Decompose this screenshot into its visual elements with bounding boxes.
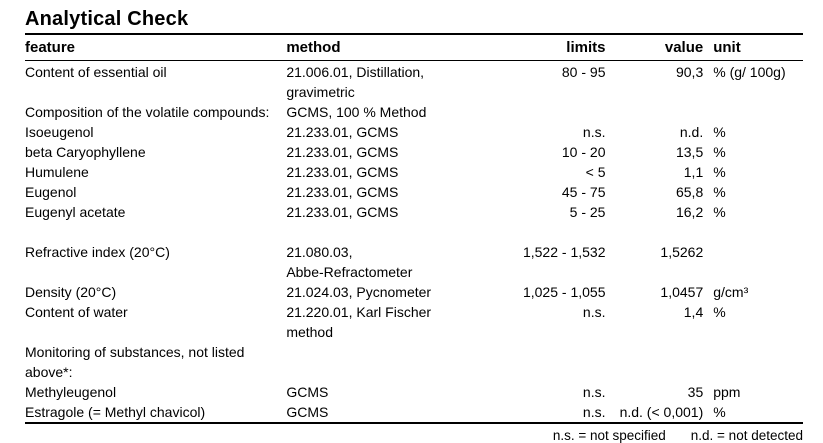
limits-cell: n.s. [582,304,606,320]
table-row: Density (20°C) 21.024.03, Pycnometer 1,0… [25,282,803,302]
unit-cell: % [713,184,726,200]
feature-cell: Density (20°C) [25,284,117,300]
table-row: Estragole (= Methyl chavicol) GCMS n.s. … [25,402,803,422]
unit-cell: % [713,204,726,220]
column-header-value: value [664,39,704,56]
unit-cell: % [713,124,726,140]
value-cell: 1,5262 [660,244,704,260]
analytical-check-document: Analytical Check feature method limits v… [25,7,803,443]
method-cell: 21.080.03, Abbe-Refractometer [286,244,413,280]
limits-cell: 80 - 95 [561,64,606,80]
page-title: Analytical Check [25,8,189,30]
unit-cell: % [713,144,726,160]
table-row: Refractive index (20°C) 21.080.03, Abbe-… [25,242,803,282]
method-cell: 21.233.01, GCMS [286,144,399,160]
unit-cell: % [713,164,726,180]
unit-cell: % [713,304,726,320]
limits-cell: 5 - 25 [569,204,606,220]
limits-cell: 1,522 - 1,532 [522,244,606,260]
feature-cell: Content of essential oil [25,64,167,80]
feature-cell: Eugenyl acetate [25,204,126,220]
feature-cell: Monitoring of substances, not listed abo… [25,344,245,380]
table-header-row: feature method limits value unit [25,35,803,61]
table-footnotes: n.s. = not specified n.d. = not detected [25,422,803,443]
limits-cell: 1,025 - 1,055 [522,284,606,300]
limits-cell: n.s. [582,124,606,140]
method-cell: 21.024.03, Pycnometer [286,284,432,300]
feature-cell: Composition of the volatile compounds: [25,104,270,120]
value-cell: 65,8 [675,184,704,200]
footnote-not-specified: n.s. = not specified [552,428,666,443]
feature-cell: Eugenol [25,184,77,200]
feature-cell: Isoeugenol [25,124,94,140]
limits-cell: 10 - 20 [561,144,606,160]
limits-cell: n.s. [582,404,606,420]
unit-cell: % [713,404,726,420]
table-row: beta Caryophyllene 21.233.01, GCMS 10 - … [25,142,803,162]
value-cell: n.d. (< 0,001) [619,404,704,420]
value-cell: 35 [687,384,704,400]
footnote-not-detected: n.d. = not detected [690,428,803,443]
table-row: Monitoring of substances, not listed abo… [25,342,803,382]
limits-cell: < 5 [585,164,606,180]
table-row: Content of water 21.220.01, Karl Fischer… [25,302,803,342]
method-cell: GCMS [286,404,329,420]
limits-cell: n.s. [582,384,606,400]
unit-cell: % (g/ 100g) [713,64,786,80]
method-cell: 21.233.01, GCMS [286,164,399,180]
table-row: Isoeugenol 21.233.01, GCMS n.s. n.d. % [25,122,803,142]
method-cell: 21.233.01, GCMS [286,184,399,200]
feature-cell: Content of water [25,304,128,320]
feature-cell: Estragole (= Methyl chavicol) [25,404,206,420]
table-row: Humulene 21.233.01, GCMS < 5 1,1 % [25,162,803,182]
value-cell: n.d. [679,124,704,140]
table-body: Content of essential oil 21.006.01, Dist… [25,61,803,422]
method-cell: GCMS [286,384,329,400]
table-row: Methyleugenol GCMS n.s. 35 ppm [25,382,803,402]
value-cell: 1,4 [683,304,704,320]
unit-cell: g/cm³ [713,284,749,300]
feature-cell: Methyleugenol [25,384,117,400]
unit-cell: ppm [713,384,741,400]
method-cell: 21.006.01, Distillation, gravimetric [286,64,425,100]
column-header-limits: limits [566,39,606,56]
column-header-unit: unit [713,39,741,56]
method-cell: GCMS, 100 % Method [286,104,427,120]
column-header-feature: feature [25,39,76,56]
table-row: Eugenyl acetate 21.233.01, GCMS 5 - 25 1… [25,202,803,222]
feature-cell: Refractive index (20°C) [25,244,170,260]
feature-cell: beta Caryophyllene [25,144,146,160]
value-cell: 90,3 [675,64,704,80]
limits-cell: 45 - 75 [561,184,606,200]
method-cell: 21.233.01, GCMS [286,204,399,220]
feature-cell: Humulene [25,164,89,180]
value-cell: 1,0457 [660,284,704,300]
column-header-method: method [286,39,341,56]
value-cell: 1,1 [683,164,704,180]
method-cell: 21.220.01, Karl Fischer method [286,304,432,340]
table-row: Composition of the volatile compounds: G… [25,102,803,122]
table-row: Content of essential oil 21.006.01, Dist… [25,62,803,102]
analytical-check-table: feature method limits value unit Content… [25,33,803,443]
method-cell: 21.233.01, GCMS [286,124,399,140]
value-cell: 13,5 [675,144,704,160]
value-cell: 16,2 [675,204,704,220]
table-row: Eugenol 21.233.01, GCMS 45 - 75 65,8 % [25,182,803,202]
